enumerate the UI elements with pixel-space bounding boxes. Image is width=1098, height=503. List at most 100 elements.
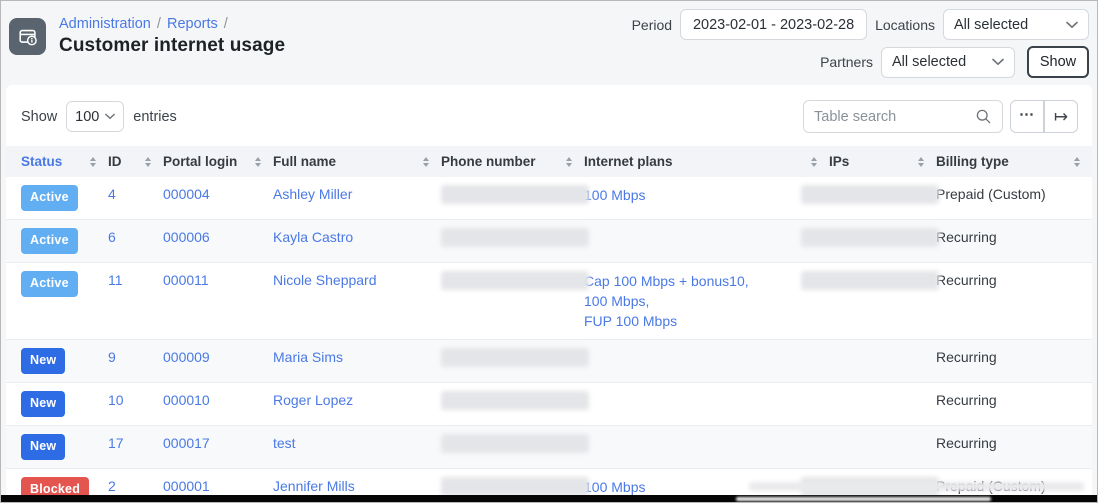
column-header-ips[interactable]: IPs xyxy=(829,146,936,177)
table-row[interactable]: New 10 000010 Roger Lopez Recurring xyxy=(6,382,1092,426)
full-name-link[interactable]: Roger Lopez xyxy=(273,392,354,408)
internet-plans-cell xyxy=(584,339,829,383)
table-header-row: Status ID Portal login Full name Phone numbe… xyxy=(6,146,1092,177)
table-search-input[interactable] xyxy=(814,108,969,125)
full-name-link[interactable]: Nicole Sheppard xyxy=(273,272,377,288)
period-input[interactable]: 2023-02-01 - 2023-02-28 xyxy=(680,9,868,40)
page-size-select[interactable]: 100 xyxy=(66,101,125,132)
portal-login-link[interactable]: 000001 xyxy=(163,478,210,494)
internet-plans-cell xyxy=(584,382,829,426)
column-header-portal-login[interactable]: Portal login xyxy=(163,146,273,177)
phone-number-cell xyxy=(441,219,589,263)
id-cell: 4 xyxy=(108,177,163,220)
column-header-full-name[interactable]: Full name xyxy=(273,146,441,177)
portal-login-cell: 000009 xyxy=(163,339,273,383)
sort-icon[interactable] xyxy=(90,156,96,167)
blurred-phone-number xyxy=(441,348,589,367)
blurred-ip xyxy=(801,271,939,290)
full-name-link[interactable]: Jennifer Mills xyxy=(273,478,355,494)
breadcrumb-reports[interactable]: Reports xyxy=(166,16,218,32)
sort-icon[interactable] xyxy=(423,156,429,167)
portal-login-link[interactable]: 000017 xyxy=(163,435,210,451)
full-name-link[interactable]: Kayla Castro xyxy=(273,229,354,245)
customer-id-link[interactable]: 2 xyxy=(108,478,116,494)
customer-id-link[interactable]: 6 xyxy=(108,229,116,245)
column-label: Billing type xyxy=(936,154,1009,169)
internet-plan-link[interactable]: 100 Mbps xyxy=(584,187,646,203)
customer-id-link[interactable]: 4 xyxy=(108,186,116,202)
full-name-link[interactable]: test xyxy=(273,435,296,451)
report-card-icon xyxy=(9,18,46,55)
blurred-phone-number xyxy=(441,271,589,290)
customer-id-link[interactable]: 17 xyxy=(108,435,124,451)
period-label: Period xyxy=(631,16,673,33)
full-name-cell: Maria Sims xyxy=(273,339,441,383)
status-cell: Active xyxy=(6,177,108,220)
chevron-down-icon xyxy=(105,113,116,120)
internet-plans-cell xyxy=(584,219,829,263)
table-row[interactable]: Active 6 000006 Kayla Castro Recurring xyxy=(6,219,1092,263)
blurred-phone-number xyxy=(441,228,589,247)
table-row[interactable]: New 17 000017 test Recurring xyxy=(6,425,1092,469)
sort-icon[interactable] xyxy=(1074,156,1080,167)
internet-plan-link[interactable]: Cap 100 Mbps + bonus10, xyxy=(584,273,749,289)
full-name-cell: Ashley Miller xyxy=(273,177,441,220)
column-header-internet-plans[interactable]: Internet plans xyxy=(584,146,829,177)
portal-login-cell: 000010 xyxy=(163,382,273,426)
export-icon: ↦ xyxy=(1053,107,1069,126)
ips-cell xyxy=(829,382,936,426)
sort-icon[interactable] xyxy=(566,156,572,167)
table-row[interactable]: New 9 000009 Maria Sims Recurring xyxy=(6,339,1092,383)
internet-plan-link[interactable]: FUP 100 Mbps xyxy=(584,313,678,329)
billing-type-cell: Recurring xyxy=(936,339,1092,383)
page-title: Customer internet usage xyxy=(59,35,286,56)
billing-type-cell: Recurring xyxy=(936,382,1092,426)
column-header-status[interactable]: Status xyxy=(6,146,108,177)
customer-id-link[interactable]: 9 xyxy=(108,349,116,365)
column-header-billing-type[interactable]: Billing type xyxy=(936,146,1092,177)
id-cell: 17 xyxy=(108,425,163,469)
column-label: Phone number xyxy=(441,154,536,169)
full-name-link[interactable]: Ashley Miller xyxy=(273,186,353,202)
column-header-id[interactable]: ID xyxy=(108,146,163,177)
customer-id-link[interactable]: 11 xyxy=(108,272,123,288)
export-button[interactable]: ↦ xyxy=(1044,100,1078,133)
table-row[interactable]: Active 11 000011 Nicole Sheppard Cap 100… xyxy=(6,262,1092,340)
show-button[interactable]: Show xyxy=(1027,46,1089,78)
partners-select[interactable]: All selected xyxy=(881,46,1015,78)
breadcrumb-administration[interactable]: Administration xyxy=(59,16,151,32)
full-name-link[interactable]: Maria Sims xyxy=(273,349,344,365)
sort-icon[interactable] xyxy=(255,156,261,167)
internet-plan-link[interactable]: 100 Mbps xyxy=(584,479,646,495)
blurred-cutoff-content xyxy=(736,497,991,501)
internet-plan-link[interactable]: 100 Mbps, xyxy=(584,293,650,309)
sort-icon[interactable] xyxy=(811,156,817,167)
phone-number-cell xyxy=(441,339,589,383)
internet-plans-cell: Cap 100 Mbps + bonus10, 100 Mbps, FUP 100 … xyxy=(584,262,829,340)
ellipsis-icon: ⋯ xyxy=(1019,105,1035,123)
status-badge: Active xyxy=(21,185,78,211)
portal-login-link[interactable]: 000010 xyxy=(163,392,210,408)
sort-icon[interactable] xyxy=(918,156,924,167)
portal-login-link[interactable]: 000004 xyxy=(163,186,210,202)
full-name-cell: Nicole Sheppard xyxy=(273,262,441,340)
customer-id-link[interactable]: 10 xyxy=(108,392,124,408)
cutoff-bottom-bar xyxy=(1,495,1097,502)
partners-label: Partners xyxy=(820,54,873,70)
billing-type-cell: Prepaid (Custom) xyxy=(936,186,1046,202)
column-header-phone-number[interactable]: Phone number xyxy=(441,146,584,177)
portal-login-link[interactable]: 000011 xyxy=(163,272,209,288)
blurred-ip xyxy=(801,228,939,247)
status-cell: New xyxy=(6,339,108,383)
portal-login-cell: 000004 xyxy=(163,177,273,220)
portal-login-link[interactable]: 000006 xyxy=(163,229,210,245)
portal-login-link[interactable]: 000009 xyxy=(163,349,210,365)
billing-type-cell: Recurring xyxy=(936,219,1092,263)
show-entries-label: Show xyxy=(21,108,58,125)
table-row[interactable]: Active 4 000004 Ashley Miller 100 Mbps P… xyxy=(6,177,1092,220)
phone-number-cell xyxy=(441,425,589,469)
locations-select[interactable]: All selected xyxy=(943,9,1089,40)
sort-icon[interactable] xyxy=(145,156,151,167)
internet-plans-cell: 100 Mbps xyxy=(584,177,829,220)
more-options-button[interactable]: ⋯ xyxy=(1010,100,1044,133)
